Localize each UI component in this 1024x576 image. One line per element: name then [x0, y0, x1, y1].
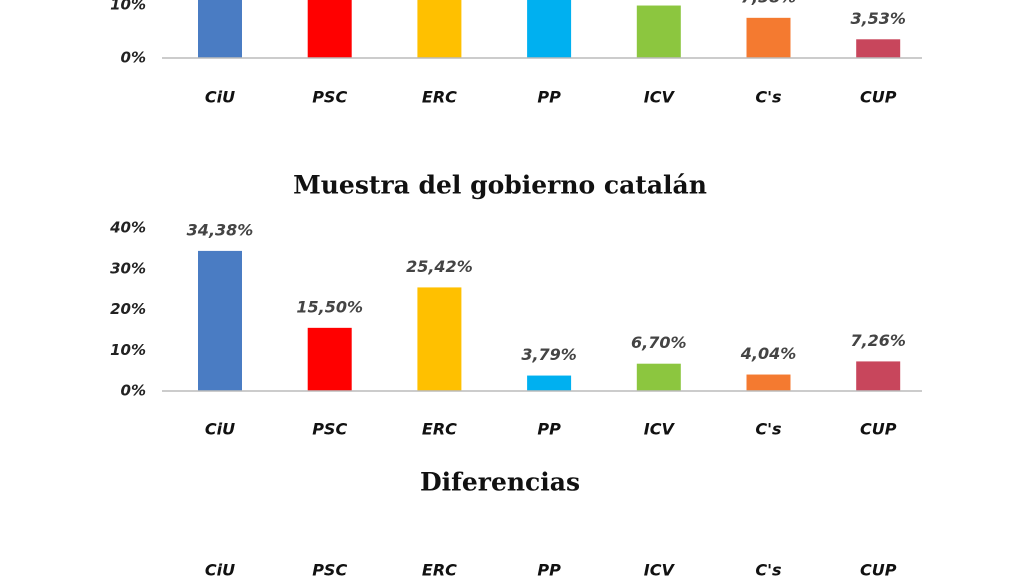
value-label: 3,79%: [521, 345, 577, 364]
x-tick-label: CUP: [860, 420, 897, 439]
value-label: 25,42%: [406, 257, 473, 276]
x-tick-label: PP: [537, 561, 561, 576]
chart-title: Muestra del gobierno catalán: [293, 171, 707, 200]
value-label: 34,38%: [187, 220, 254, 239]
x-tick-label: ICV: [644, 561, 676, 576]
x-tick-label: PSC: [312, 561, 347, 576]
x-tick-label: ICV: [644, 420, 676, 439]
bar: [198, 0, 242, 59]
value-label: 4,04%: [740, 344, 797, 363]
value-label: 7,26%: [850, 331, 906, 350]
value-label: 15,50%: [296, 297, 363, 316]
x-tick-label: C's: [755, 561, 781, 576]
x-tick-label: PSC: [312, 88, 347, 107]
x-tick-label: PP: [537, 420, 561, 439]
x-tick-label: C's: [755, 420, 781, 439]
y-tick-label: 0%: [121, 49, 146, 67]
bar: [856, 361, 901, 391]
bar: [746, 17, 791, 58]
y-tick-label: 30%: [110, 259, 146, 277]
bar: [527, 375, 572, 391]
y-tick-label: 10%: [110, 341, 146, 359]
x-tick-label: CiU: [205, 420, 235, 439]
bar: [198, 250, 242, 391]
x-tick-label: PSC: [312, 420, 347, 439]
bar: [746, 374, 791, 391]
value-label: 3,53%: [850, 9, 906, 28]
bar: [307, 327, 352, 391]
bar: [527, 0, 572, 58]
x-tick-label: ERC: [422, 88, 457, 107]
x-tick-label: C's: [755, 88, 781, 107]
bar: [636, 5, 681, 59]
y-tick-label: 0%: [121, 382, 146, 400]
x-tick-label: ICV: [644, 88, 676, 107]
x-tick-label: CiU: [205, 88, 235, 107]
bar: [856, 39, 901, 58]
y-tick-label: 10%: [110, 0, 146, 14]
bar: [636, 363, 681, 391]
y-tick-label: 40%: [109, 219, 146, 237]
y-tick-label: 20%: [110, 300, 146, 318]
value-label: 6,70%: [631, 333, 687, 352]
value-label: 7,58%: [741, 0, 797, 6]
x-tick-label: CiU: [205, 561, 235, 576]
x-tick-label: CUP: [860, 561, 897, 576]
bar: [417, 0, 462, 59]
bar: [307, 0, 352, 58]
bar: [417, 287, 462, 391]
x-tick-label: PP: [537, 88, 561, 107]
x-tick-label: CUP: [860, 88, 897, 107]
x-tick-label: ERC: [422, 561, 457, 576]
chart-title: Diferencias: [420, 468, 580, 497]
x-tick-label: ERC: [422, 420, 457, 439]
